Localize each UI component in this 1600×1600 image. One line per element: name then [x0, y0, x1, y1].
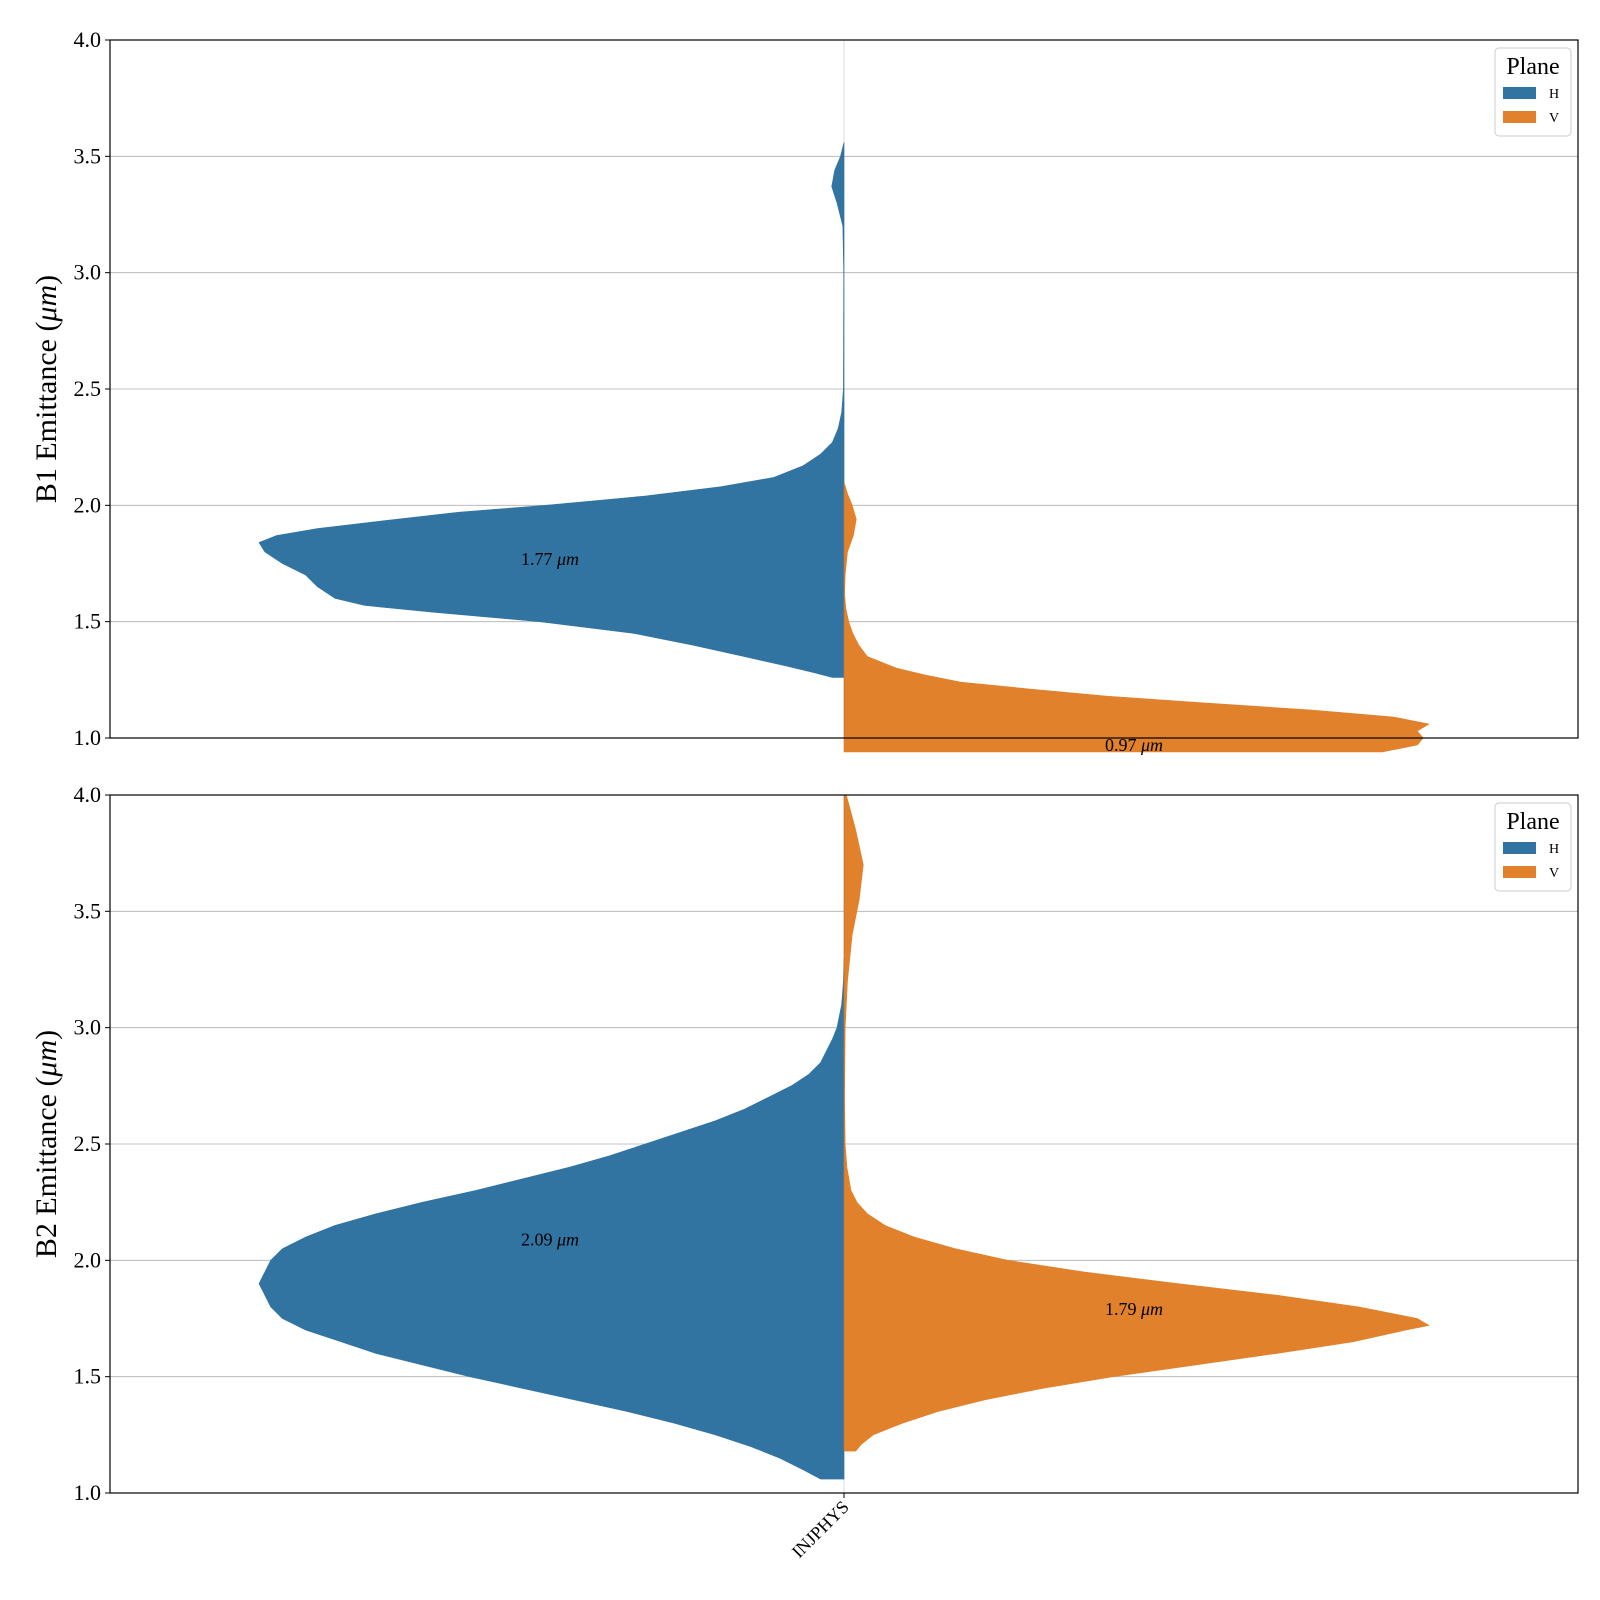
- b1-violin-h: [258, 142, 845, 678]
- b1-y-tick-label: 2.0: [74, 492, 102, 517]
- b1-legend-title: Plane: [1506, 54, 1559, 80]
- b1-legend-swatch-h: [1503, 87, 1536, 99]
- b1-y-tick-label: 1.0: [74, 725, 102, 750]
- b1-y-tick-label: 3.0: [74, 260, 102, 285]
- b2-legend-swatch-v: [1503, 866, 1536, 878]
- b1-legend-swatch-v: [1503, 111, 1536, 123]
- b1-legend: Plane H V: [1494, 47, 1572, 137]
- b2-y-axis-label: B2 Emittance (μm): [30, 1030, 63, 1258]
- b1-y-ticks: 1.0 1.5 2.0 2.5 3.0 3.5 4.0: [74, 27, 110, 750]
- b2-y-tick-label: 3.0: [74, 1015, 102, 1040]
- b2-legend-swatch-h: [1503, 842, 1536, 854]
- b2-y-ticks: 1.0 1.5 2.0 2.5 3.0 3.5 4.0: [74, 782, 110, 1505]
- x-tick-label-injphys: INJPHYS: [788, 1497, 853, 1562]
- b2-legend: Plane H V: [1494, 802, 1572, 892]
- b2-y-tick-label: 3.5: [74, 898, 102, 923]
- b2-violin-h: [258, 957, 845, 1480]
- b1-y-tick-label: 1.5: [74, 609, 102, 634]
- b2-y-tick-label: 1.5: [74, 1364, 102, 1389]
- b2-annotations: 2.09 μm 1.79 μm: [521, 1229, 1163, 1319]
- b2-median-label-v: 1.79 μm: [1105, 1299, 1163, 1319]
- b2-violins: [258, 795, 1430, 1493]
- b2-legend-label-v: V: [1549, 866, 1559, 881]
- b2-emittance-panel: 2.09 μm 1.79 μm 1.0 1.5 2.0 2.5 3.0 3.5 4.0 B2 …: [30, 782, 1579, 1562]
- b1-annotations: 1.77 μm 0.97 μm: [521, 549, 1163, 755]
- b1-y-tick-label: 4.0: [74, 27, 102, 52]
- b1-median-label-h: 1.77 μm: [521, 549, 579, 569]
- b2-median-label-h: 2.09 μm: [521, 1229, 579, 1249]
- b2-legend-title: Plane: [1506, 809, 1559, 835]
- b1-y-tick-label: 3.5: [74, 143, 102, 168]
- b2-y-tick-label: 2.5: [74, 1131, 102, 1156]
- b2-y-tick-label: 2.0: [74, 1247, 102, 1272]
- b1-legend-label-h: H: [1549, 87, 1559, 102]
- b1-violin-v: [843, 481, 1430, 753]
- b1-y-tick-label: 2.5: [74, 376, 102, 401]
- b2-legend-label-h: H: [1549, 842, 1559, 857]
- b2-violin-v: [843, 795, 1430, 1452]
- b1-emittance-panel: 1.77 μm 0.97 μm 1.0 1.5 2.0 2.5 3.0 3.5 4.0 B1 …: [30, 27, 1579, 755]
- b2-y-tick-label: 4.0: [74, 782, 102, 807]
- b1-y-axis-label: B1 Emittance (μm): [30, 275, 63, 503]
- b1-legend-label-v: V: [1549, 111, 1559, 126]
- b1-violins: [258, 40, 1430, 753]
- b2-y-tick-label: 1.0: [74, 1480, 102, 1505]
- b1-median-label-v: 0.97 μm: [1105, 735, 1163, 755]
